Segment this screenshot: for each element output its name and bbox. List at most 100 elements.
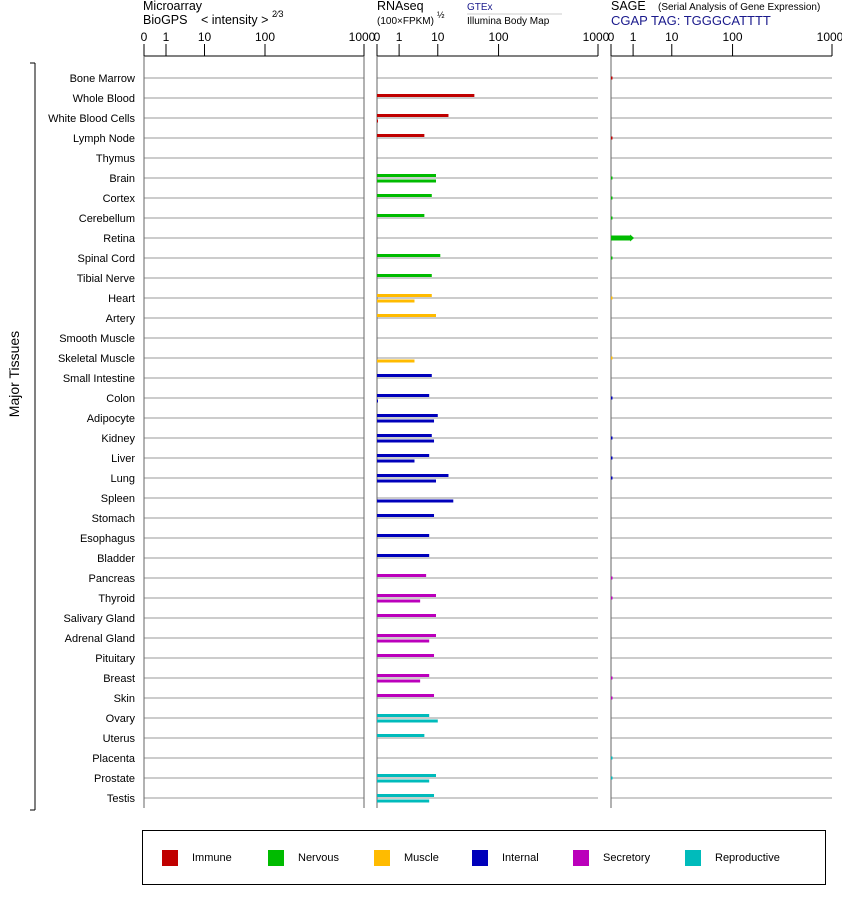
bar-illumina [377,679,421,683]
microarray-title: Microarray [143,0,203,13]
bar-gtex [377,394,430,397]
bar-gtex [377,614,437,617]
bar-gtex [377,314,437,317]
tissue-label: Skeletal Muscle [58,353,135,365]
legend-label: Immune [192,852,232,864]
tissue-label: Spleen [101,493,135,505]
bar-gtex [377,554,430,557]
tissue-label: Thymus [96,153,136,165]
x-tick-label: 1000 [583,30,610,44]
bar-sage [611,196,613,200]
legend-label: Internal [502,852,539,864]
bar-sage [611,356,613,360]
tissue-label: Liver [111,453,135,465]
bar-gtex [377,694,435,697]
cgap-tag-label: CGAP TAG: TGGGCATTTT [611,13,771,28]
legend-swatch [162,850,178,866]
tissue-label: White Blood Cells [48,113,135,125]
bar-sage [611,136,613,140]
bar-illumina [377,599,421,603]
tissue-label: Smooth Muscle [59,333,135,345]
bar-gtex [377,674,430,677]
tissue-label: Lung [111,473,135,485]
legend-swatch [573,850,589,866]
bar-illumina [377,479,437,483]
tissue-label: Pancreas [89,573,136,585]
bar-sage [611,396,613,400]
bar-sage [611,756,613,760]
tissue-label: Small Intestine [63,373,135,385]
bar-sage [611,256,613,260]
bar-sage [611,676,613,680]
bar-gtex [377,634,437,637]
bar-gtex [377,114,449,117]
rnaseq-subtitle: (100×FPKM) [377,16,434,27]
bar-illumina [377,119,378,123]
tissue-label: Bladder [97,553,135,565]
tissue-label: Esophagus [80,533,136,545]
legend-label: Nervous [298,852,339,864]
tissue-label: Stomach [92,513,135,525]
bar-illumina [377,399,378,403]
tissue-label: Bone Marrow [70,73,135,85]
bar-gtex [377,294,432,297]
legend-label: Reproductive [715,852,780,864]
x-tick-label: 0 [374,30,381,44]
x-tick-label: 0 [608,30,615,44]
bar-illumina [377,299,415,303]
bar-illumina [377,459,415,463]
bar-gtex [377,374,432,377]
bar-illumina [377,179,437,183]
bar-gtex [377,654,435,657]
tissue-label: Brain [109,173,135,185]
bar-illumina [377,439,435,443]
gtex-label: GTEx [467,2,493,13]
bar-sage [611,696,613,700]
bar-gtex [377,574,427,577]
tissue-label: Pituitary [95,653,135,665]
bar-gtex [377,194,432,197]
bar-gtex [377,594,437,597]
rnaseq-exponent: ½ [437,10,445,20]
x-tick-label: 0 [141,30,148,44]
legend-swatch [268,850,284,866]
illumina-body-map-label: Illumina Body Map [467,16,550,27]
bar-gtex [377,794,435,797]
bar-gtex [377,414,438,417]
x-tick-label: 1 [163,30,170,44]
tissue-label: Whole Blood [73,93,135,105]
tissue-label: Colon [106,393,135,405]
bar-sage [611,476,613,480]
bar-sage [611,76,613,80]
bar-gtex [377,474,449,477]
tissue-label: Lymph Node [73,133,135,145]
bar-illumina [377,779,430,783]
bar-illumina [377,419,435,423]
bar-gtex [377,214,425,217]
y-axis-label: Major Tissues [6,330,22,418]
tissue-label: Uterus [103,733,136,745]
bar-illumina [377,499,454,503]
x-tick-label: 1000 [349,30,376,44]
microarray-intensity-label: < intensity > [201,13,269,27]
sage-subtitle: (Serial Analysis of Gene Expression) [658,2,821,13]
tissue-label: Cerebellum [79,213,135,225]
x-tick-label: 10 [665,30,679,44]
rnaseq-title: RNAseq [377,0,424,13]
legend-swatch [374,850,390,866]
bar-sage [611,776,613,780]
x-tick-label: 100 [489,30,509,44]
x-tick-label: 10 [431,30,445,44]
tissue-label: Spinal Cord [78,253,135,265]
tissue-label: Heart [108,293,135,305]
bar-illumina [377,719,438,723]
x-tick-label: 10 [198,30,212,44]
tissue-label: Kidney [101,433,135,445]
tissue-label: Tibial Nerve [77,273,135,285]
tissue-label: Thyroid [98,593,135,605]
tissue-label: Ovary [106,713,136,725]
sage-title: SAGE [611,0,646,13]
x-tick-label: 100 [723,30,743,44]
tissue-label: Breast [103,673,135,685]
bar-gtex [377,434,432,437]
